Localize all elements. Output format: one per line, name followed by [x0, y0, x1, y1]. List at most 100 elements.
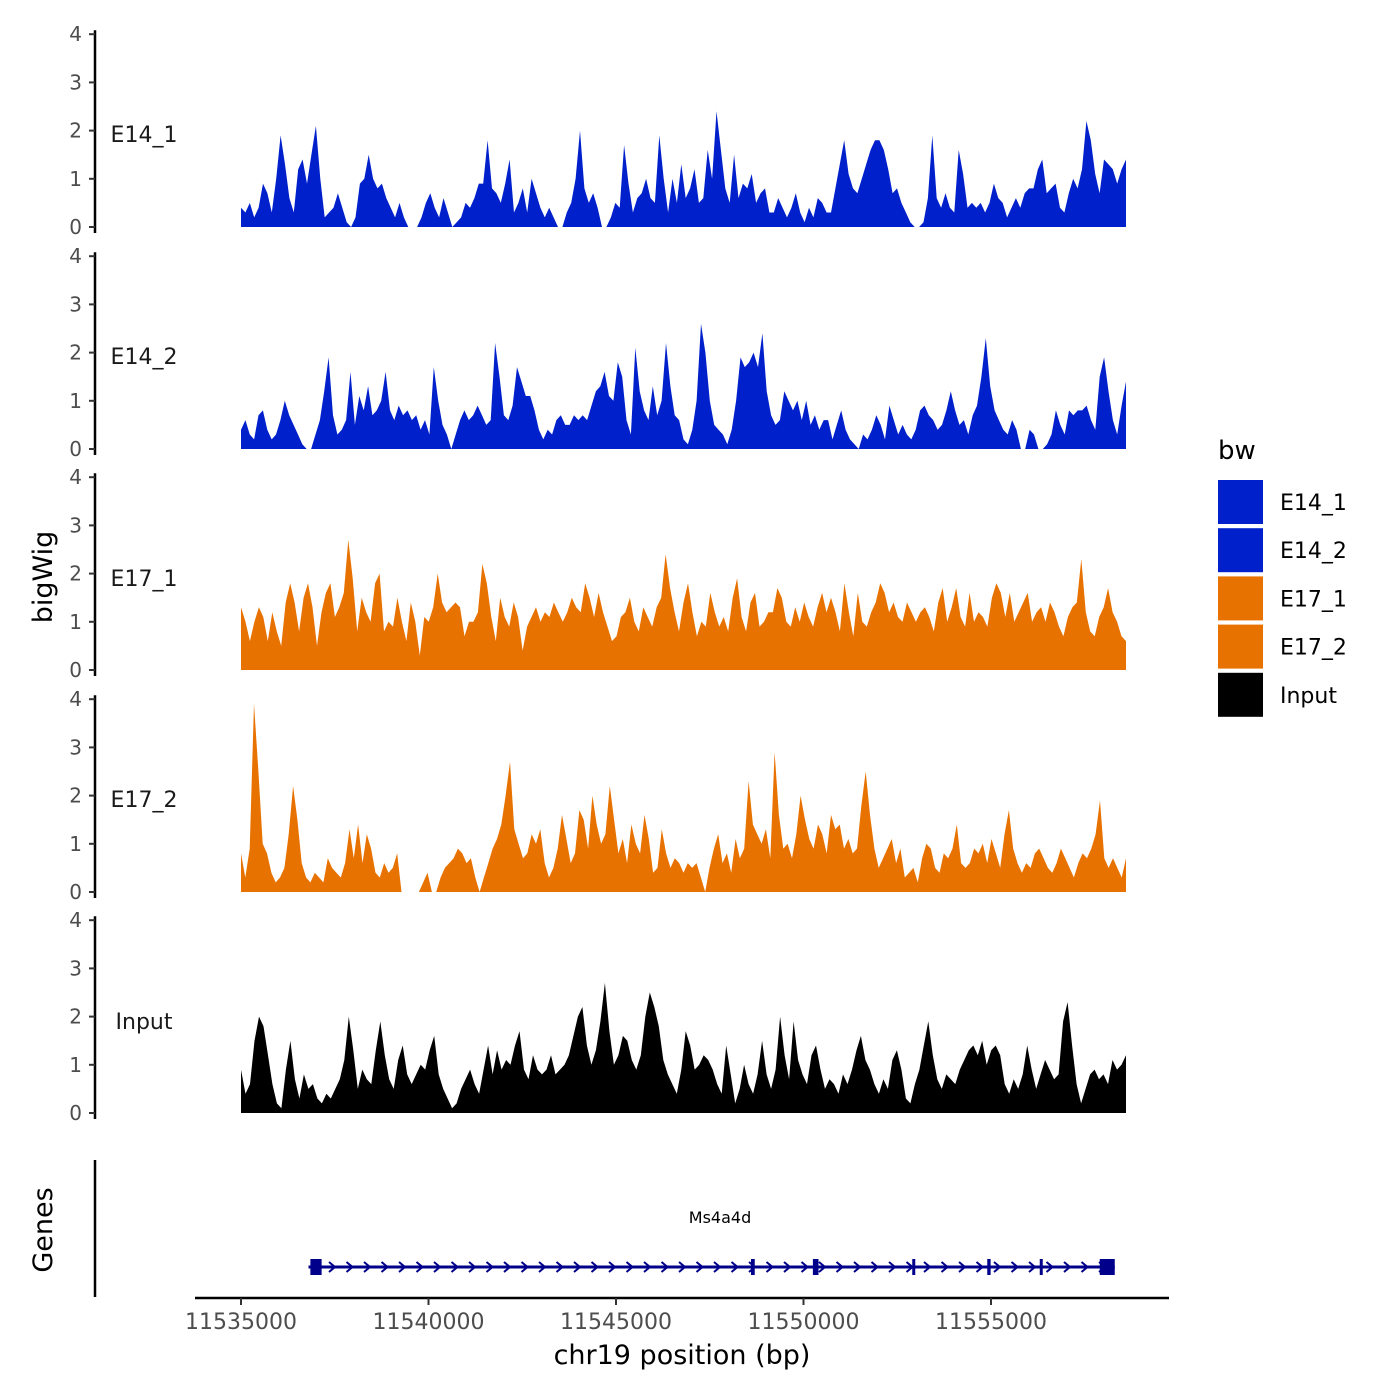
- exon: [812, 1259, 819, 1275]
- strand-arrow: [783, 1261, 792, 1273]
- track-label: E14_2: [111, 345, 178, 370]
- strand-arrow: [450, 1261, 460, 1273]
- strand-arrow: [520, 1261, 530, 1273]
- signal-area-E17_1: [241, 539, 1126, 670]
- track-E14_2: 0 1 2 3 4 E14_2: [69, 244, 1126, 461]
- gene-name-label: Ms4a4d: [689, 1208, 751, 1227]
- strand-arrow: [538, 1261, 547, 1273]
- strand-arrow: [888, 1261, 897, 1273]
- strand-arrow: [380, 1261, 390, 1273]
- strand-arrow: [765, 1261, 775, 1273]
- y-tick-label: 1: [69, 1053, 82, 1077]
- genes-axis-title: Genes: [28, 1187, 59, 1272]
- strand-arrow: [923, 1261, 932, 1273]
- y-tick-label: 3: [69, 513, 82, 537]
- strand-arrow: [818, 1261, 827, 1273]
- track-E17_2: 0 1 2 3 4 E17_2: [69, 687, 1126, 904]
- x-tick-label: 11540000: [373, 1310, 485, 1335]
- exon: [751, 1259, 755, 1275]
- strand-arrow: [398, 1261, 407, 1273]
- track-label: E14_1: [111, 123, 178, 148]
- y-tick-label: 1: [69, 610, 82, 634]
- genes-track: Ms4a4d: [93, 1160, 1115, 1297]
- legend-label: Input: [1280, 684, 1337, 709]
- strand-arrow: [1063, 1261, 1072, 1273]
- signal-tracks: 0 1 2 3 4 E14_1 0 1 2 3 4 E14_2 0 1 2 3 4 E17_1 0 1 2 3 4 E17_2…: [69, 22, 1126, 1125]
- strand-arrow: [958, 1261, 967, 1273]
- strand-arrow: [608, 1261, 617, 1273]
- y-tick-label: 0: [69, 215, 82, 239]
- y-axis-title: bigWig: [28, 531, 59, 624]
- y-tick-label: 2: [69, 784, 82, 808]
- strand-arrow: [555, 1261, 565, 1273]
- y-tick-label: 0: [69, 880, 82, 904]
- strand-arrow: [940, 1261, 950, 1273]
- strand-arrow: [800, 1261, 810, 1273]
- strand-arrow: [678, 1261, 687, 1273]
- x-tick-label: 11545000: [560, 1310, 672, 1335]
- y-tick-label: 4: [69, 908, 82, 932]
- y-tick-label: 4: [69, 465, 82, 489]
- y-tick-label: 3: [69, 956, 82, 980]
- signal-area-Input: [241, 982, 1126, 1113]
- x-axis: 11535000 11540000 11545000 11550000 11555000: [185, 1296, 1169, 1335]
- y-tick-label: 4: [69, 687, 82, 711]
- x-tick-label: 11555000: [935, 1310, 1047, 1335]
- strand-arrow: [503, 1261, 512, 1273]
- strand-arrow: [433, 1261, 442, 1273]
- exon: [912, 1259, 916, 1275]
- strand-arrow: [870, 1261, 880, 1273]
- track-label: Input: [116, 1010, 173, 1035]
- strand-arrow: [835, 1261, 845, 1273]
- legend-label: E14_1: [1280, 491, 1347, 516]
- strand-arrow: [1028, 1261, 1037, 1273]
- strand-arrow: [853, 1261, 862, 1273]
- y-tick-label: 2: [69, 341, 82, 365]
- y-tick-label: 1: [69, 167, 82, 191]
- y-tick-label: 0: [69, 658, 82, 682]
- strand-arrow: [625, 1261, 635, 1273]
- y-tick-label: 2: [69, 1005, 82, 1029]
- signal-area-E17_2: [241, 704, 1126, 892]
- legend-title: bw: [1218, 436, 1256, 466]
- x-tick-label: 11550000: [748, 1310, 860, 1335]
- y-tick-label: 3: [69, 735, 82, 759]
- legend-swatch-E14_1: [1218, 480, 1263, 524]
- strand-arrow: [415, 1261, 425, 1273]
- strand-arrow: [1045, 1261, 1055, 1273]
- legend-swatch-E14_2: [1218, 528, 1263, 573]
- track-Input: 0 1 2 3 4 Input: [69, 908, 1126, 1125]
- y-tick-label: 4: [69, 244, 82, 268]
- strand-arrow: [573, 1261, 582, 1273]
- y-tick-label: 1: [69, 389, 82, 413]
- y-tick-label: 2: [69, 562, 82, 586]
- strand-arrow: [468, 1261, 477, 1273]
- strand-arrow: [328, 1261, 337, 1273]
- track-label: E17_2: [111, 788, 178, 813]
- legend: bw E14_1 E14_2 E17_1 E17_2 Input: [1218, 436, 1347, 717]
- strand-arrow: [713, 1261, 722, 1273]
- strand-arrow: [1080, 1261, 1090, 1273]
- strand-arrow: [660, 1261, 670, 1273]
- y-tick-label: 3: [69, 292, 82, 316]
- y-tick-label: 3: [69, 70, 82, 94]
- exon: [1039, 1259, 1043, 1275]
- y-tick-label: 1: [69, 832, 82, 856]
- x-tick-label: 11535000: [185, 1310, 297, 1335]
- strand-arrow: [363, 1261, 372, 1273]
- legend-label: E17_1: [1280, 587, 1347, 612]
- strand-arrow: [345, 1261, 355, 1273]
- strand-arrow: [975, 1261, 985, 1273]
- y-tick-label: 0: [69, 437, 82, 461]
- y-tick-label: 2: [69, 119, 82, 143]
- track-label: E17_1: [111, 567, 178, 592]
- legend-swatch-Input: [1218, 672, 1263, 717]
- y-tick-label: 4: [69, 22, 82, 46]
- strand-arrow: [485, 1261, 495, 1273]
- strand-arrow: [1010, 1261, 1020, 1273]
- track-E14_1: 0 1 2 3 4 E14_1: [69, 22, 1126, 239]
- legend-label: E14_2: [1280, 539, 1347, 564]
- exon: [1099, 1259, 1115, 1275]
- strand-arrow: [993, 1261, 1002, 1273]
